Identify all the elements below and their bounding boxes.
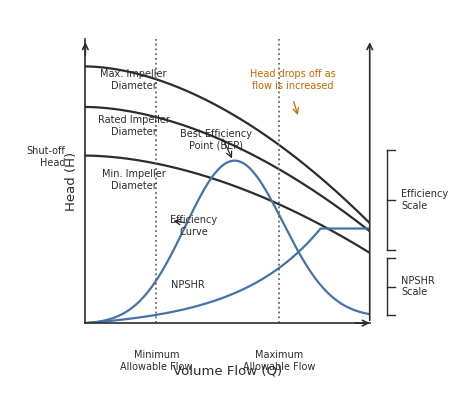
Text: Best Efficiency
Point (BEP): Best Efficiency Point (BEP): [180, 128, 252, 150]
Text: Efficiency
Scale: Efficiency Scale: [401, 190, 448, 211]
Text: Min. Impeller
Diameter: Min. Impeller Diameter: [102, 169, 165, 191]
X-axis label: Volume Flow (Q): Volume Flow (Q): [173, 365, 282, 378]
Text: NPSHR
Scale: NPSHR Scale: [401, 276, 435, 297]
Text: Maximum
Allowable Flow: Maximum Allowable Flow: [243, 350, 315, 372]
Text: Rated Impeller
Diameter: Rated Impeller Diameter: [98, 115, 170, 137]
Y-axis label: Head (H): Head (H): [65, 152, 78, 211]
Text: Efficiency
Curve: Efficiency Curve: [170, 215, 217, 237]
Text: NPSHR: NPSHR: [171, 280, 205, 290]
Text: Head drops off as
flow is increased: Head drops off as flow is increased: [250, 69, 336, 91]
Text: Max. Impeller
Diameter: Max. Impeller Diameter: [100, 69, 167, 91]
Text: Shut-off
Head: Shut-off Head: [27, 146, 65, 168]
Text: Minimum
Allowable Flow: Minimum Allowable Flow: [120, 350, 192, 372]
